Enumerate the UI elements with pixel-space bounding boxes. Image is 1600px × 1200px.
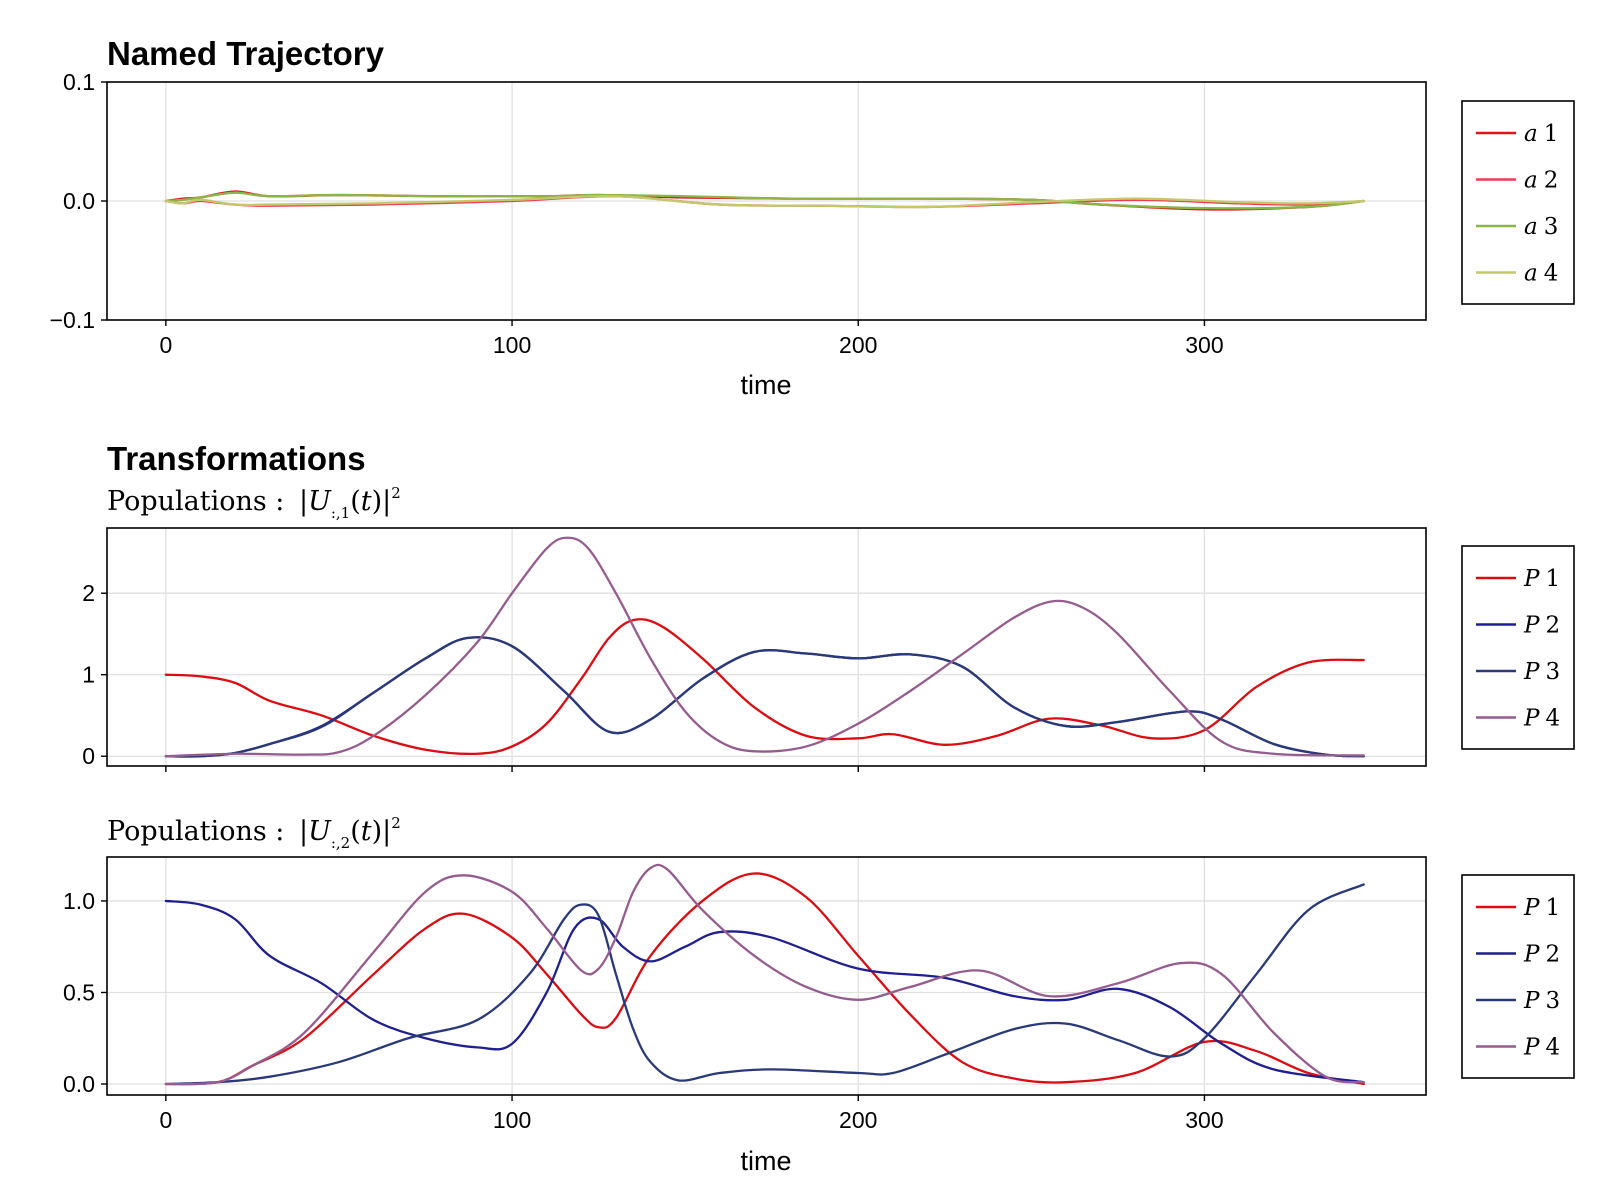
pop2-title: Populations : |U:,2(t)|2 bbox=[107, 814, 401, 852]
pop1-ticks: 0 1 2 bbox=[82, 580, 1206, 772]
y-tick-label: 0.1 bbox=[63, 69, 95, 95]
legend-box bbox=[1461, 874, 1575, 1079]
series-line-a3 bbox=[164, 191, 1365, 210]
pop2-legend: P 1 P 2 P 3 P 4 bbox=[1461, 874, 1575, 1079]
pop1-title: Populations : |U:,1(t)|2 bbox=[107, 484, 401, 522]
trajectory-legend: a 1 a 2 a 3 a 4 bbox=[1461, 100, 1575, 305]
x-tick-label: 200 bbox=[839, 332, 877, 358]
pop1-plot-frame bbox=[106, 527, 1427, 767]
x-tick-label: 100 bbox=[493, 1107, 531, 1133]
x-tick-label: 0 bbox=[159, 1107, 172, 1133]
x-tick-label: 300 bbox=[1185, 332, 1223, 358]
series-line-p4 bbox=[164, 536, 1365, 758]
y-tick-label: 0.5 bbox=[63, 979, 95, 1005]
pop1-legend: P 1 P 2 P 3 P 4 bbox=[1461, 545, 1575, 750]
trajectory-xlabel: time bbox=[740, 370, 791, 400]
y-tick-label: −0.1 bbox=[50, 307, 95, 333]
y-tick-label: 2 bbox=[82, 580, 95, 606]
y-tick-label: 0.0 bbox=[63, 188, 95, 214]
x-tick-label: 200 bbox=[839, 1107, 877, 1133]
x-tick-label: 300 bbox=[1185, 1107, 1223, 1133]
pop2-lines bbox=[164, 863, 1365, 1086]
x-tick-label: 0 bbox=[159, 332, 172, 358]
pop2-grid bbox=[107, 857, 1426, 1095]
y-tick-label: 0.0 bbox=[63, 1071, 95, 1097]
series-line-p2 bbox=[164, 899, 1365, 1084]
y-tick-label: 1.0 bbox=[63, 888, 95, 914]
series-line-p3 bbox=[164, 883, 1365, 1086]
pop1-grid bbox=[107, 528, 1426, 766]
series-line-p3 bbox=[164, 636, 1365, 758]
pop2-xlabel: time bbox=[740, 1146, 791, 1176]
pop1-lines bbox=[164, 536, 1365, 758]
series-line-p1 bbox=[164, 618, 1365, 756]
series-line-a4 bbox=[164, 194, 1365, 209]
series-line-p1 bbox=[164, 872, 1365, 1086]
legend-box bbox=[1461, 545, 1575, 750]
transformations-title: Transformations bbox=[107, 440, 366, 477]
series-line-p2 bbox=[164, 636, 1365, 758]
pop2-ticks: 0 100 200 300 0.0 0.5 1.0 bbox=[63, 888, 1224, 1133]
x-tick-label: 100 bbox=[493, 332, 531, 358]
series-line-p4 bbox=[164, 863, 1365, 1086]
trajectory-title: Named Trajectory bbox=[107, 35, 385, 72]
y-tick-label: 0 bbox=[82, 743, 95, 769]
trajectory-ticks: 0 100 200 300 −0.1 0.0 0.1 bbox=[50, 69, 1224, 358]
trajectory-lines bbox=[164, 190, 1365, 211]
y-tick-label: 1 bbox=[82, 662, 95, 688]
legend-box bbox=[1461, 100, 1575, 305]
pop2-plot-frame bbox=[106, 856, 1427, 1096]
